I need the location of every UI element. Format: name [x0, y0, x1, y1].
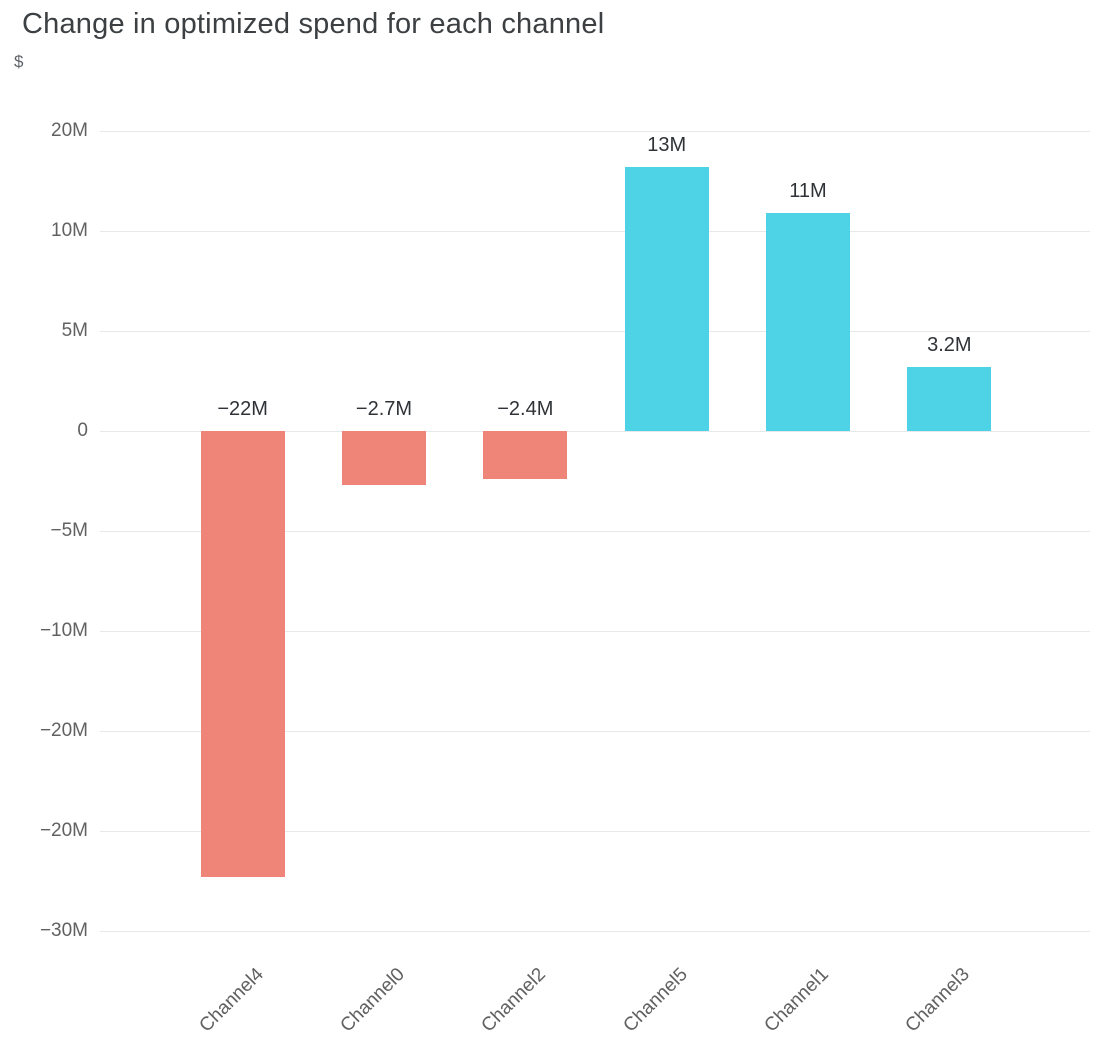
y-tick-label: −20M: [39, 820, 88, 841]
gridline: [100, 331, 1090, 332]
bar-channel1[interactable]: [765, 213, 850, 431]
gridline: [100, 131, 1090, 132]
y-tick-label: 0: [77, 420, 88, 441]
x-tick-label-channel3: Channel3: [901, 964, 975, 1037]
gridline: [100, 431, 1090, 432]
bar-channel0[interactable]: [341, 431, 426, 485]
y-tick-label: −20M: [39, 720, 88, 741]
bar-value-label: 11M: [789, 180, 827, 202]
bar-value-label: 13M: [647, 134, 687, 156]
bar-channel3[interactable]: [907, 367, 992, 431]
bar-value-label: 3.2M: [927, 334, 972, 356]
gridline: [100, 831, 1090, 832]
x-tick-label-channel2: Channel2: [477, 964, 551, 1037]
y-axis-unit-label: $: [14, 52, 24, 71]
bar-value-label: −22M: [217, 398, 268, 420]
y-tick-label: 20M: [51, 120, 88, 141]
y-tick-label: −10M: [39, 620, 88, 641]
x-tick-label-channel0: Channel0: [336, 964, 409, 1037]
bar-channel2[interactable]: [483, 431, 568, 479]
y-tick-label: 5M: [61, 320, 88, 341]
bar-channel4[interactable]: [200, 431, 285, 877]
chart-title: Change in optimized spend for each chann…: [22, 8, 605, 40]
gridline: [100, 631, 1090, 632]
gridline: [100, 931, 1090, 932]
gridline: [100, 731, 1090, 732]
y-tick-label: −30M: [39, 920, 88, 941]
y-tick-label: −5M: [50, 520, 89, 541]
gridline: [100, 231, 1090, 232]
bar-value-label: −2.4M: [497, 398, 554, 420]
gridline: [100, 531, 1090, 532]
x-tick-label-channel1: Channel1: [760, 964, 833, 1037]
x-tick-label-channel4: Channel4: [195, 964, 268, 1037]
x-tick-label-channel5: Channel5: [619, 964, 692, 1037]
bar-channel5[interactable]: [624, 167, 709, 431]
y-tick-label: 10M: [51, 220, 88, 241]
bar-value-label: −2.7M: [355, 398, 413, 420]
